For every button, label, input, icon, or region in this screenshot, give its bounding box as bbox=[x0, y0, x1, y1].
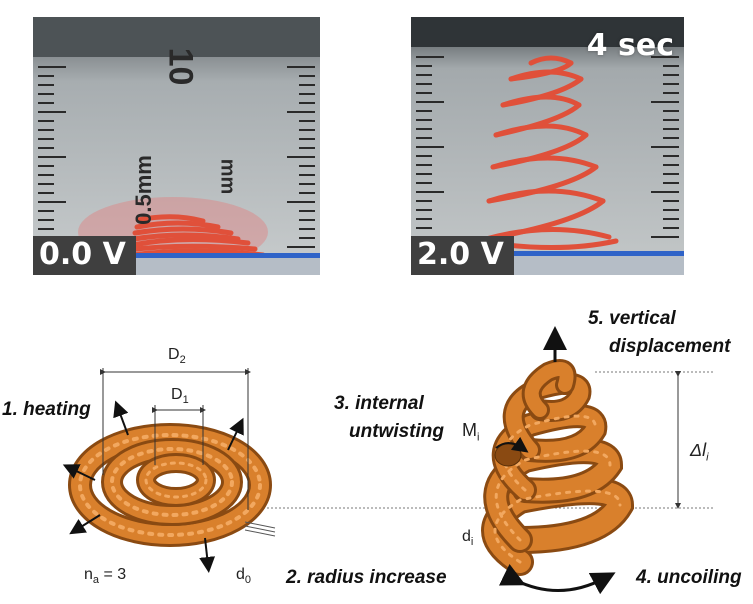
symbol-d1: D1 bbox=[171, 386, 189, 407]
heating-arrows bbox=[62, 400, 244, 573]
ruler-scale-label: 0.5mm bbox=[130, 155, 156, 225]
cross-section-marker bbox=[494, 443, 522, 467]
symbol-d2: D2 bbox=[168, 346, 186, 367]
symbol-di: di bbox=[462, 528, 474, 549]
helical-spring-coil bbox=[481, 359, 635, 576]
symbol-mi: Mi bbox=[462, 420, 480, 444]
voltage-label-before: 0.0 V bbox=[33, 236, 136, 275]
time-label: 4 sec bbox=[586, 28, 674, 63]
uncoiling-arrow bbox=[498, 563, 616, 595]
symbol-delta-l: Δli bbox=[690, 440, 709, 464]
step-untwisting-2: untwisting bbox=[349, 421, 444, 442]
photo-panel-before: 10 0.5mm mm 0.0 V bbox=[33, 17, 320, 275]
moment-arrow bbox=[495, 436, 529, 453]
symbol-d0: d0 bbox=[236, 566, 252, 587]
voltage-label-after: 2.0 V bbox=[411, 236, 514, 275]
photo-panel-after: 4 sec 2.0 V bbox=[411, 17, 684, 275]
ruler-major-label: 10 bbox=[161, 47, 200, 86]
ruler-unit-label: mm bbox=[216, 158, 239, 195]
coil-schematic bbox=[62, 326, 715, 595]
ruler-photo-after bbox=[411, 17, 684, 275]
step-heating: 1. heating bbox=[2, 399, 91, 420]
ruler-photo-before bbox=[33, 17, 320, 275]
step-vertical-1: 5. vertical bbox=[588, 308, 676, 329]
step-vertical-2: displacement bbox=[609, 336, 731, 357]
symbol-na: na = 3 bbox=[84, 566, 127, 587]
flat-spiral-coil bbox=[68, 423, 272, 547]
step-untwisting-1: 3. internal bbox=[334, 393, 424, 414]
step-uncoiling: 4. uncoiling bbox=[636, 567, 742, 588]
step-radius-increase: 2. radius increase bbox=[286, 567, 447, 588]
